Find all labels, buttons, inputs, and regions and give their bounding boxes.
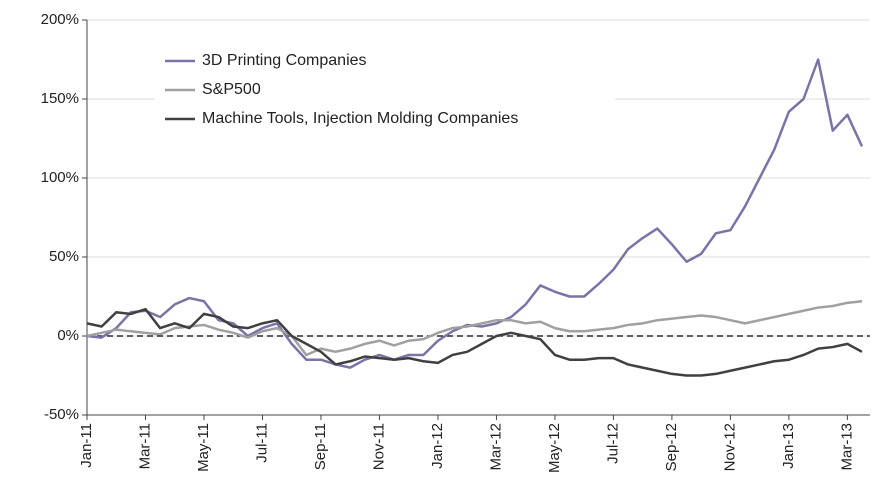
y-tick-label: -50%	[44, 406, 79, 423]
y-tick-label: 50%	[49, 248, 79, 265]
x-tick-label: Jul-11	[253, 423, 270, 463]
series-line	[86, 307, 863, 377]
x-tick-label: Nov-12	[721, 423, 738, 471]
series-line	[86, 299, 863, 357]
legend-label: Machine Tools, Injection Molding Compani…	[202, 110, 518, 127]
x-tick-label: Mar-13	[838, 423, 855, 471]
x-tick-label: May-11	[195, 423, 212, 472]
x-tick-label: Jul-12	[604, 423, 621, 464]
x-tick-label: Jan-13	[780, 423, 797, 469]
x-tick-label: Sep-11	[312, 423, 329, 470]
y-tick-label: 200%	[41, 11, 79, 28]
legend-box	[155, 48, 615, 136]
x-tick-label: Mar-11	[136, 423, 153, 469]
x-tick-label: May-12	[546, 423, 563, 473]
legend-label: S&P500	[202, 81, 261, 98]
y-tick-label: 150%	[41, 90, 79, 107]
x-tick-label: Nov-11	[370, 423, 387, 470]
x-tick-label: Sep-12	[663, 423, 680, 471]
y-tick-label: 0%	[57, 327, 79, 344]
x-tick-label: Jan-12	[429, 423, 446, 469]
y-tick-label: 100%	[41, 169, 79, 186]
x-tick-label: Jan-11	[78, 423, 95, 468]
legend-label: 3D Printing Companies	[202, 52, 367, 69]
x-tick-label: Mar-12	[487, 423, 504, 471]
